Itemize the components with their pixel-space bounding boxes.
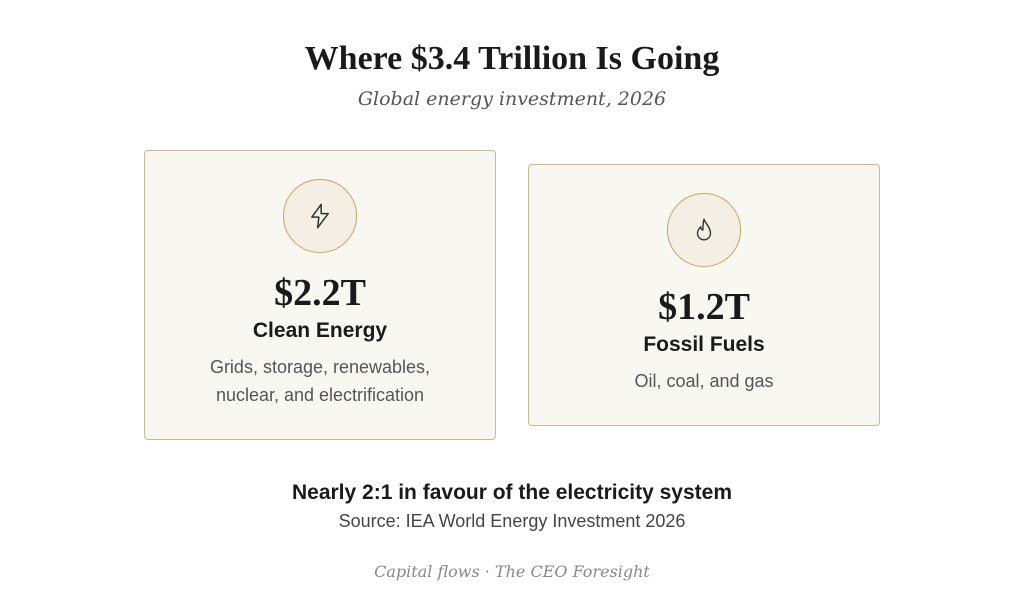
title: Where $3.4 Trillion Is Going bbox=[304, 40, 720, 77]
icon bbox=[283, 179, 357, 253]
lightning-icon bbox=[311, 203, 329, 229]
cards: $2.2T Clean Energy Grids, storage, renew… bbox=[144, 149, 880, 441]
card-description: Grids, storage, renewables, nuclear, and… bbox=[209, 357, 431, 405]
card-value: $2.2T bbox=[274, 272, 366, 314]
card-label: Fossil Fuels bbox=[643, 333, 765, 356]
card: $2.2T Clean Energy Grids, storage, renew… bbox=[144, 150, 496, 440]
card-label: Clean Energy bbox=[252, 319, 388, 342]
card-value: $1.2T bbox=[658, 286, 750, 328]
source: Source: IEA World Energy Investment 2026 bbox=[338, 511, 686, 531]
card-description: Oil, coal, and gas bbox=[634, 371, 774, 391]
card: $1.2T Fossil Fuels Oil, coal, and gas bbox=[528, 164, 880, 426]
icon bbox=[667, 193, 741, 267]
flame-icon bbox=[696, 218, 712, 241]
subtitle: Global energy investment, 2026 bbox=[357, 88, 667, 110]
credit: Capital flows · The CEO Foresight bbox=[374, 562, 650, 581]
summary: Nearly 2:1 in favour of the electricity … bbox=[291, 481, 732, 504]
